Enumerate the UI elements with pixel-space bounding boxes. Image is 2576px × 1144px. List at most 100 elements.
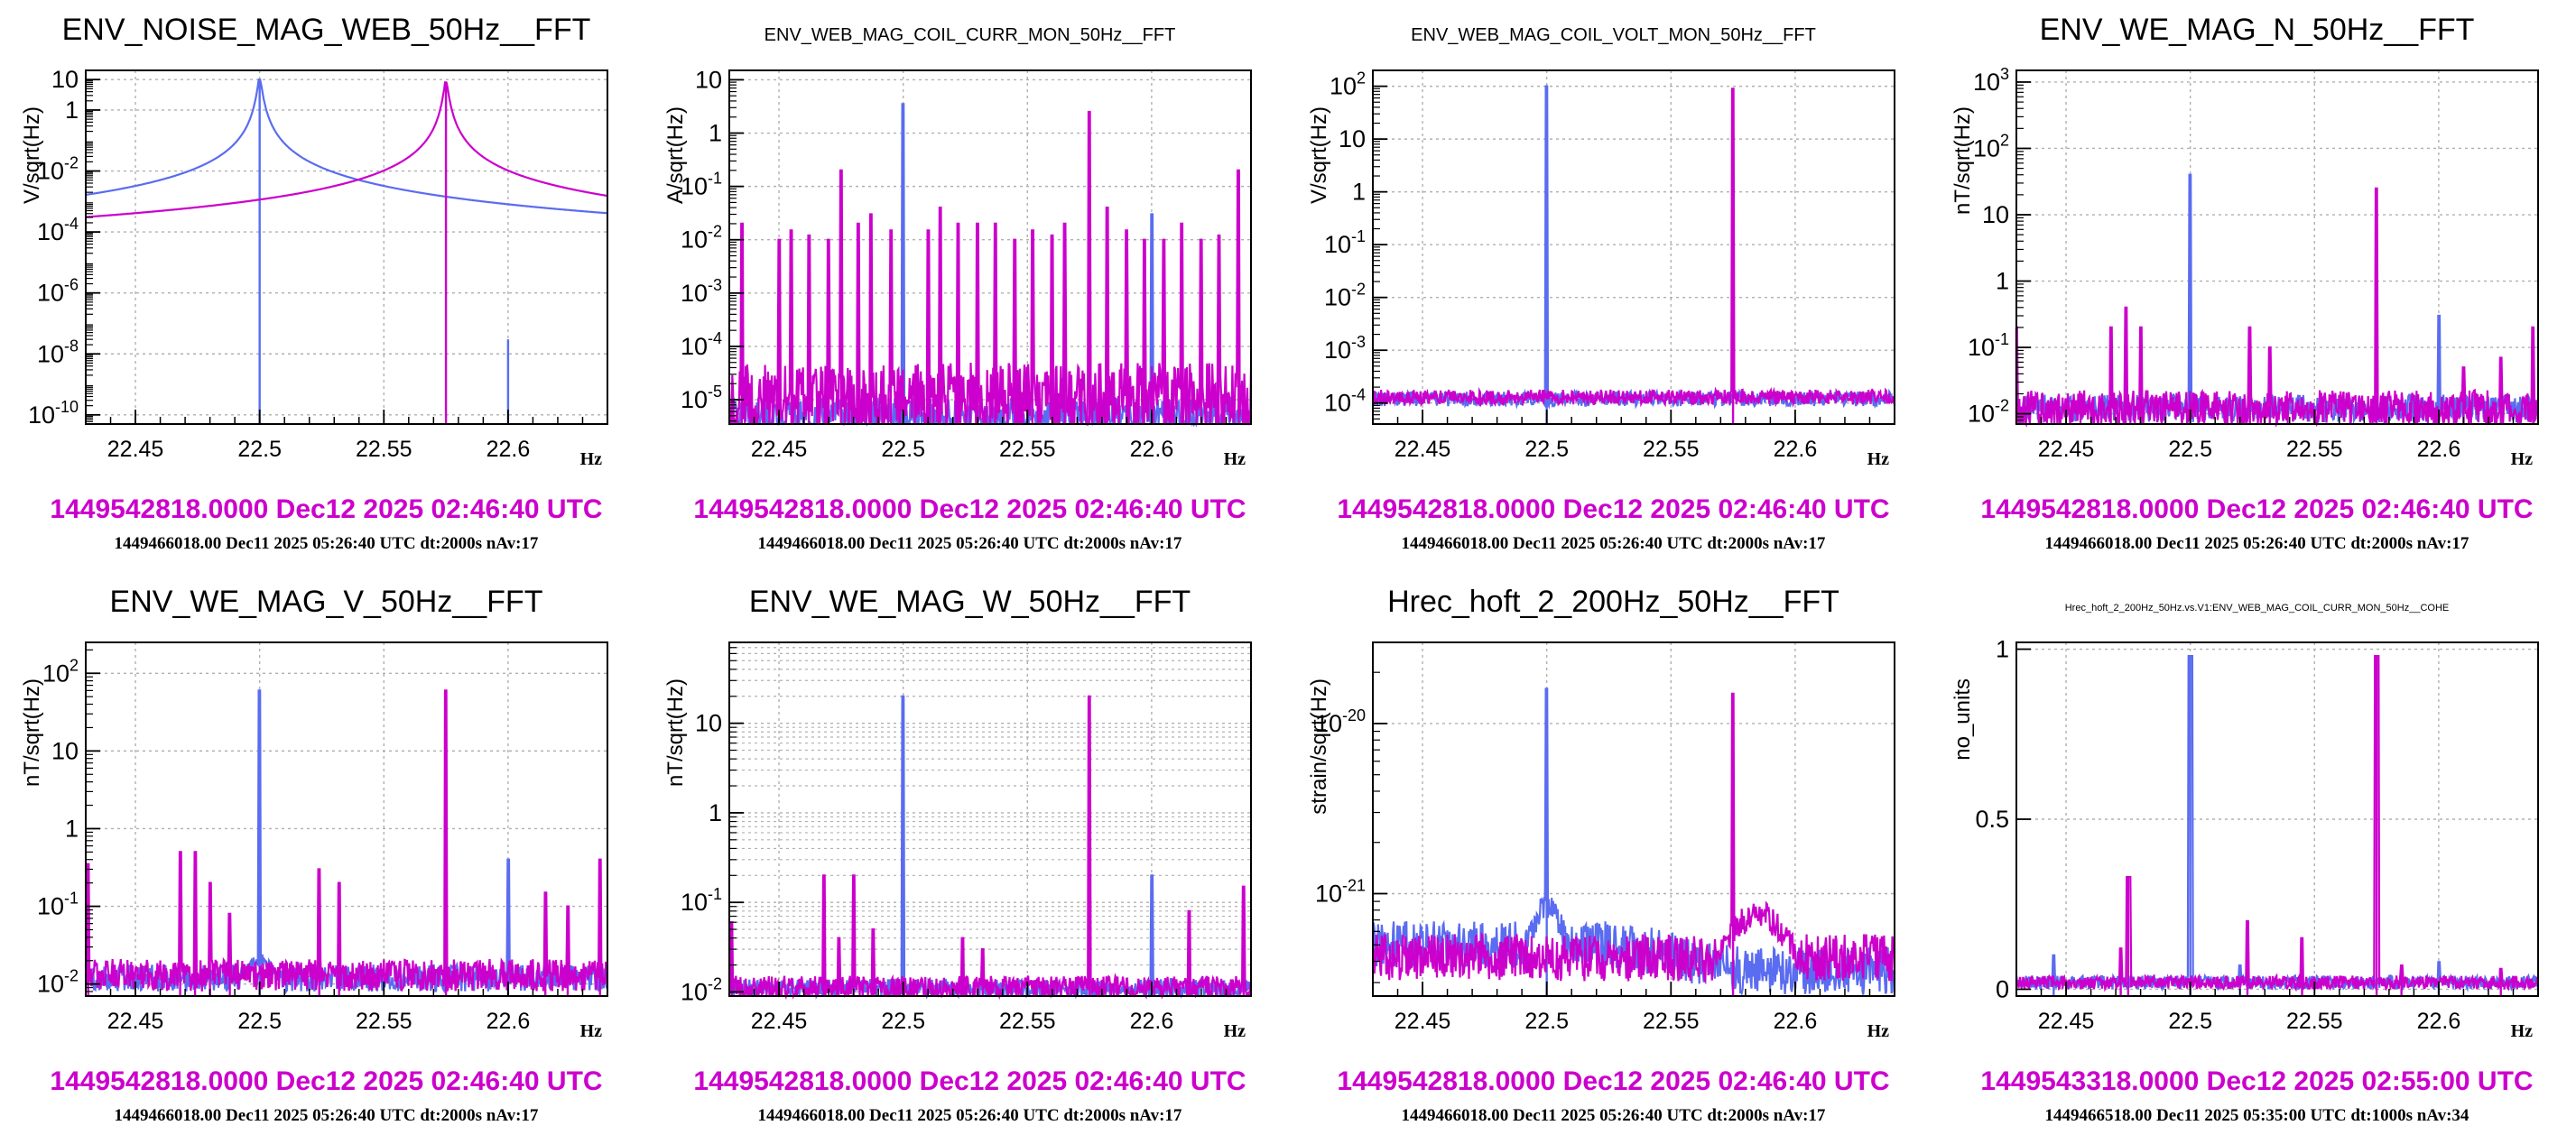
timestamp-reference: 1449466018.00 Dec11 2025 05:26:40 UTC dt… [757,1106,1182,1125]
x-axis-label: Hz [1867,1021,1890,1041]
plot-frame [1372,641,1895,997]
y-tick-label: 10 [51,66,79,93]
y-tick-label: 10-8 [37,337,79,367]
y-axis-label: strain/sqrt(Hz) [1307,678,1331,815]
timestamp-main: 1449542818.0000 Dec12 2025 02:46:40 UTC [1980,494,2534,524]
x-tick-label: 22.45 [751,437,808,462]
y-tick-label: 10-2 [37,967,79,998]
y-tick-label: 0.5 [1975,806,2009,833]
y-tick-label: 102 [42,656,79,687]
series-trace-magenta [2015,187,2540,429]
panel-title: ENV_WEB_MAG_COIL_CURR_MON_50Hz__FFT [764,25,1176,45]
y-tick-label: 10-2 [681,974,722,1005]
x-tick-label: 22.5 [881,437,925,462]
x-tick-label: 22.5 [237,1009,282,1034]
y-tick-label: 103 [1973,65,2009,96]
y-tick-label: 0 [1996,975,2009,1002]
plot-frame [1372,69,1895,425]
fft-panel: ENV_WE_MAG_V_50Hz__FFT 22.45 22.5 22.55 22.6… [5,572,648,1144]
panel-title: ENV_WE_MAG_V_50Hz__FFT [109,585,543,619]
y-tick-label: 1 [709,799,722,826]
x-axis-label: Hz [580,449,603,469]
plot-frame [2015,69,2539,425]
series-trace-magenta [727,695,1252,1001]
y-tick-label: 10-5 [681,383,722,413]
plot-frame [85,641,608,997]
y-tick-label: 10-2 [681,223,722,254]
x-tick-label: 22.45 [1395,437,1451,462]
timestamp-main: 1449542818.0000 Dec12 2025 02:46:40 UTC [1337,1066,1890,1096]
fft-panel: ENV_WE_MAG_W_50Hz__FFT 22.45 22.5 22.55 22.6… [648,572,1292,1144]
x-tick-label: 22.5 [881,1009,925,1034]
y-tick-label: 10-2 [37,154,79,185]
y-tick-label: 10-1 [681,170,722,200]
y-tick-label: 10-1 [1324,227,1366,258]
series-trace-magenta [85,81,608,218]
y-tick-label: 10-1 [37,890,79,920]
fft-panel: Hrec_hoft_2_200Hz_50Hz__FFT 22.45 22.5 22.5… [1292,572,1935,1144]
x-tick-label: 22.6 [486,437,531,462]
timestamp-main: 1449542818.0000 Dec12 2025 02:46:40 UTC [693,1066,1246,1096]
y-axis-label: nT/sqrt(Hz) [663,678,688,787]
y-tick-label: 1 [65,97,79,124]
y-tick-label: 1 [709,120,722,147]
x-tick-label: 22.55 [1643,437,1700,462]
x-tick-label: 22.45 [2038,437,2095,462]
series-trace-blue [85,78,608,215]
series-trace-blue [727,695,1252,1000]
x-tick-label: 22.55 [356,437,412,462]
timestamp-reference: 1449466018.00 Dec11 2025 05:26:40 UTC dt… [1401,1106,1826,1125]
fft-panel: ENV_NOISE_MAG_WEB_50Hz__FFT 22.45 22.5 22.5… [5,0,648,572]
timestamp-main: 1449542818.0000 Dec12 2025 02:46:40 UTC [50,1066,603,1096]
y-tick-label: 10-4 [1324,386,1366,417]
y-axis-label: no_units [1951,678,1975,761]
y-tick-label: 10 [695,710,722,737]
y-tick-label: 10-1 [1968,330,2009,361]
fft-panel: ENV_WEB_MAG_COIL_VOLT_MON_50Hz__FFT 22.45… [1292,0,1935,572]
timestamp-reference: 1449466018.00 Dec11 2025 05:26:40 UTC dt… [1401,534,1826,553]
y-tick-label: 1 [1996,636,2009,663]
x-axis-label: Hz [1224,1021,1246,1041]
timestamp-main: 1449542818.0000 Dec12 2025 02:46:40 UTC [693,494,1246,524]
y-tick-label: 10-3 [681,276,722,307]
x-tick-label: 22.5 [2168,1009,2212,1034]
x-tick-label: 22.45 [2038,1009,2095,1034]
y-axis-label: nT/sqrt(Hz) [1951,106,1975,215]
x-tick-label: 22.45 [751,1009,808,1034]
spectrum-plot: 22.45 22.5 22.55 22.6 Hz 10-2 10-1 1 10 102 103 nT/… [1951,65,2540,469]
x-tick-label: 22.5 [1524,1009,1569,1034]
series-trace-magenta [1371,692,1896,985]
spectrum-plot: 22.45 22.5 22.55 22.6 Hz 10-4 10-3 10-2 10-1 1 10 1… [1307,69,1896,469]
x-tick-label: 22.6 [2417,1009,2461,1034]
y-tick-label: 1 [1352,179,1366,206]
timestamp-reference: 1449466018.00 Dec11 2025 05:26:40 UTC dt… [757,534,1182,553]
y-tick-label: 10-2 [1968,397,2009,428]
timestamp-reference: 1449466018.00 Dec11 2025 05:26:40 UTC dt… [2044,534,2469,553]
y-tick-label: 10-2 [1324,281,1366,311]
y-axis-label: V/sqrt(Hz) [20,106,44,204]
y-tick-label: 1 [65,815,79,842]
y-tick-label: 102 [1330,69,1366,100]
timestamp-reference: 1449466018.00 Dec11 2025 05:26:40 UTC dt… [114,1106,539,1125]
series-trace-blue [1371,85,1896,410]
timestamp-main: 1449542818.0000 Dec12 2025 02:46:40 UTC [50,494,603,524]
series-trace-blue [2015,655,2540,992]
fft-panel: ENV_WE_MAG_N_50Hz__FFT 22.45 22.5 22.55 22.6… [1935,0,2576,572]
fft-panel: ENV_WEB_MAG_COIL_CURR_MON_50Hz__FFT 22.45… [648,0,1292,572]
spectrum-plot: 22.45 22.5 22.55 22.6 Hz 10-5 10-4 10-3 10-2 10-1… [663,66,1253,469]
x-tick-label: 22.5 [2168,437,2212,462]
panel-title: ENV_WE_MAG_N_50Hz__FFT [2039,13,2475,47]
x-tick-label: 22.45 [107,1009,164,1034]
x-tick-label: 22.6 [486,1009,531,1034]
y-axis-label: V/sqrt(Hz) [1307,106,1331,204]
x-tick-label: 22.55 [356,1009,412,1034]
y-tick-label: 1 [1996,268,2009,295]
panel-title: Hrec_hoft_2_200Hz_50Hz__FFT [1387,585,1839,619]
y-tick-label: 10-4 [681,329,722,360]
y-tick-label: 10-20 [1315,706,1366,737]
y-tick-label: 10-3 [1324,333,1366,364]
y-tick-label: 10-1 [681,885,722,916]
panel-title: Hrec_hoft_2_200Hz_50Hz.vs.V1:ENV_WEB_MAG… [2064,603,2450,614]
x-axis-label: Hz [1224,449,1246,469]
spectrum-plot: 22.45 22.5 22.55 22.6 Hz 10-21 10-20strain/sqr… [1307,641,1896,1041]
